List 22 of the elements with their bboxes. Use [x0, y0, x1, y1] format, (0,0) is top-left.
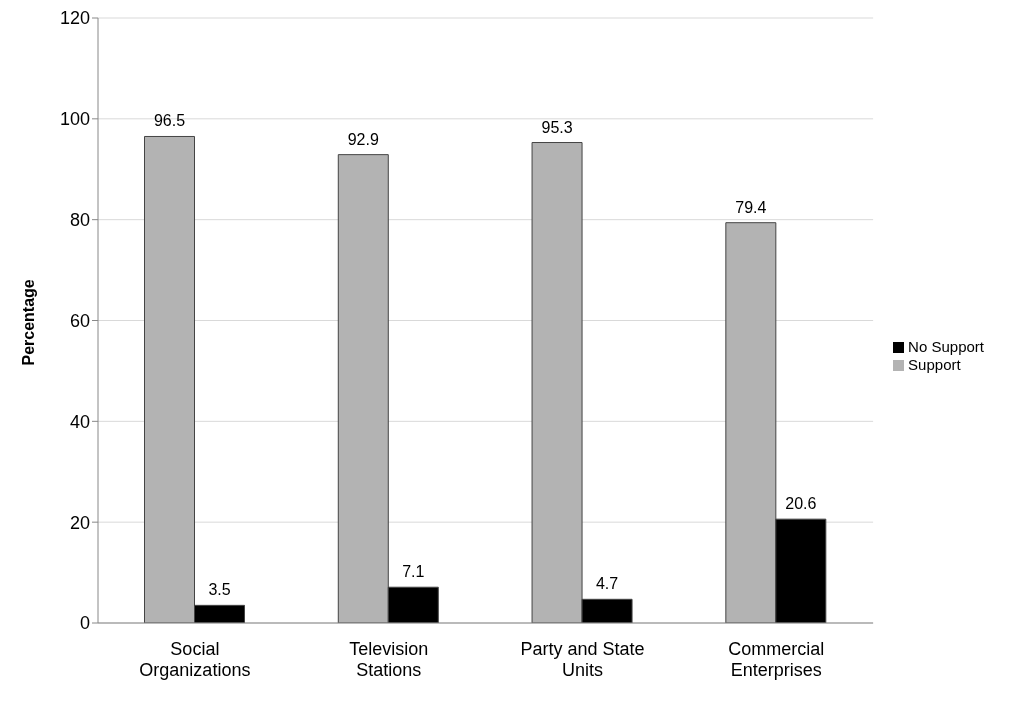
y-tick-label: 80: [69, 210, 90, 231]
y-axis-title: Percentage: [19, 279, 37, 366]
data-label: 7.1: [402, 563, 425, 581]
y-tick-label: 40: [69, 411, 90, 432]
x-tick-label: Social Organizations: [139, 639, 251, 680]
data-label: 96.5: [153, 112, 186, 130]
data-label: 95.3: [541, 118, 573, 136]
data-label: 92.9: [347, 130, 379, 148]
y-tick-label: 120: [59, 8, 90, 29]
y-tick-label: 100: [59, 109, 90, 130]
legend-label: No Support: [908, 337, 984, 355]
data-label: 20.6: [785, 495, 817, 513]
y-tick-label: 60: [69, 310, 90, 331]
data-label: 4.7: [595, 575, 619, 593]
x-tick-label: Party and State Units: [520, 639, 645, 680]
y-tick-label: 0: [79, 613, 90, 634]
legend-label: Support: [908, 355, 961, 373]
y-tick-label: 20: [69, 512, 90, 533]
x-tick-label: Television Stations: [349, 639, 429, 680]
x-tick-label: Commercial Enterprises: [728, 639, 825, 680]
data-label: 79.4: [735, 198, 767, 216]
data-label: 3.5: [208, 581, 231, 599]
